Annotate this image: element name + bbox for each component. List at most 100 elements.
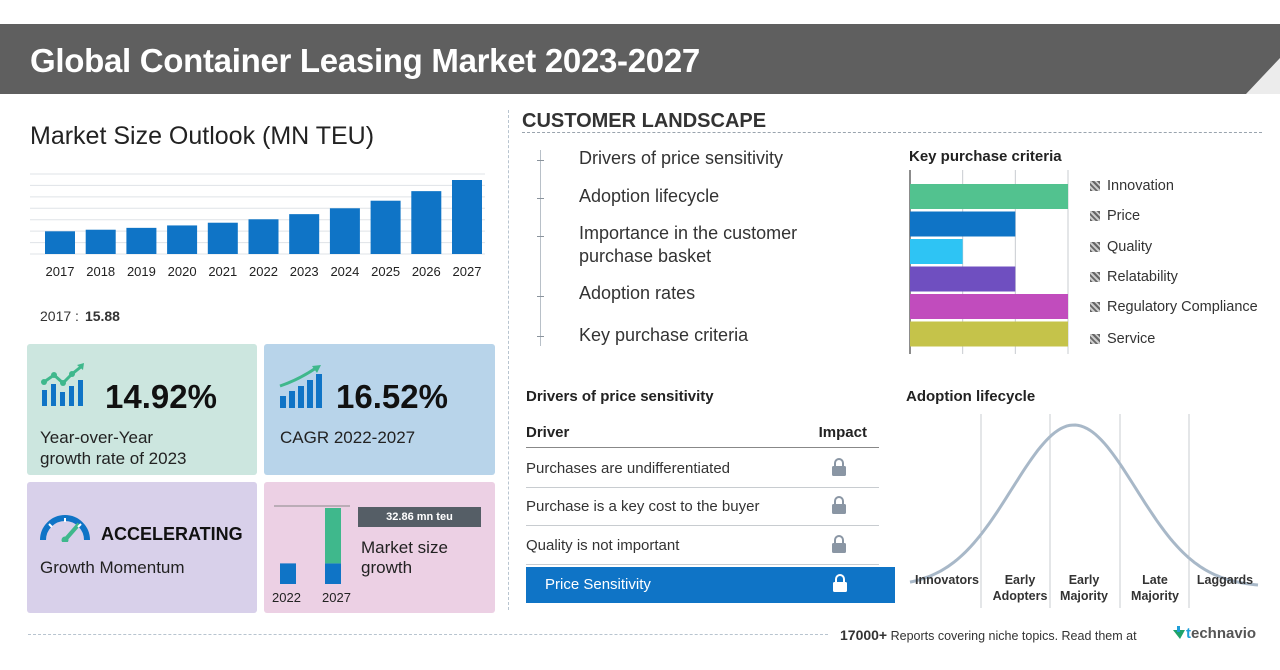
kpc-legend-item: Service (1090, 331, 1155, 347)
speedometer-icon (40, 515, 90, 542)
adoption-lifecycle-chart (909, 414, 1259, 608)
growth-label-1: Market size (361, 538, 448, 557)
tree-node (537, 236, 544, 237)
lock-icon (832, 535, 846, 553)
page-title: Global Container Leasing Market 2023-202… (30, 42, 700, 79)
legend-swatch-icon (1090, 302, 1100, 312)
momentum-label: Growth Momentum (40, 558, 185, 577)
logo-t: t (1186, 625, 1191, 642)
yoy-label-2: growth rate of 2023 (40, 449, 187, 468)
growth-year-end: 2027 (322, 590, 351, 605)
adoption-curve (909, 423, 1259, 587)
banner-corner-decoration (1246, 58, 1280, 94)
bar-2024 (329, 208, 360, 254)
stage-label: Innovators (915, 573, 979, 587)
cagr-value: 16.52% (336, 378, 448, 415)
landscape-item[interactable]: Importance in the customer (579, 223, 798, 243)
kpc-legend-item: Price (1090, 208, 1140, 224)
kpc-bar-quality (910, 239, 963, 264)
drivers-title: Drivers of price sensitivity (526, 388, 714, 405)
tree-node (537, 160, 544, 161)
growth-year-start: 2022 (272, 590, 301, 605)
kpc-legend-item: Regulatory Compliance (1090, 299, 1258, 315)
legend-swatch-icon (1090, 334, 1100, 344)
market-growth-card: 32.86 mn teu Market size growth 2022 202… (264, 482, 495, 613)
driver-column-header: Driver (526, 424, 570, 441)
lock-icon (833, 574, 847, 592)
lock-icon (832, 458, 846, 476)
landscape-item[interactable]: Key purchase criteria (579, 325, 749, 345)
kpc-bar-relatability (910, 266, 1016, 292)
kpc-legend-item: Relatability (1090, 269, 1178, 285)
market-growth-mini-chart (274, 505, 350, 584)
drivers-header-rule (526, 447, 879, 448)
drivers-table-header: Driver Impact (526, 424, 879, 448)
landscape-item[interactable]: Drivers of price sensitivity (579, 148, 784, 168)
bar-growth-icon (41, 363, 84, 406)
x-tick-label: 2023 (290, 264, 319, 279)
cagr-label: CAGR 2022-2027 (280, 428, 416, 447)
kpc-legend-item: Quality (1090, 239, 1152, 255)
tree-connector (540, 150, 541, 346)
bar-2022 (248, 219, 279, 254)
bar-2018 (85, 229, 116, 254)
logo-mark-icon (1173, 626, 1185, 639)
driver-text: Price Sensitivity (545, 576, 651, 593)
x-tick-label: 2024 (330, 264, 359, 279)
customer-landscape-title: CUSTOMER LANDSCAPE (522, 110, 767, 132)
market-size-bar-chart: 2017 2018 2019 2020 2021 2022 2023 2024 2025 2026… (30, 173, 485, 279)
landscape-item-continued[interactable]: purchase basket (579, 246, 712, 266)
technavio-logo[interactable]: technavio (1172, 625, 1256, 642)
momentum-status: ACCELERATING (101, 524, 243, 544)
footer-text: 17000+ Reports covering niche topics. Re… (840, 627, 1137, 643)
trend-up-icon (279, 365, 322, 408)
landscape-item[interactable]: Adoption lifecycle (579, 186, 720, 206)
cagr-card: 16.52% CAGR 2022-2027 (264, 344, 495, 475)
stage-label: Early Adopters (992, 573, 1048, 603)
legend-swatch-icon (1090, 181, 1100, 191)
x-tick-label: 2022 (249, 264, 278, 279)
growth-label-2: growth (361, 558, 413, 577)
momentum-card: ACCELERATING Growth Momentum (27, 482, 257, 613)
market-size-title: Market Size Outlook (MN TEU) (30, 122, 375, 150)
bar-2021 (207, 222, 238, 254)
x-tick-label: 2027 (453, 264, 482, 279)
impact-column-header: Impact (818, 424, 867, 441)
x-tick-label: 2021 (208, 264, 237, 279)
driver-text: Purchase is a key cost to the buyer (526, 498, 760, 515)
kpc-bar-price (910, 211, 1016, 237)
adoption-title: Adoption lifecycle (906, 388, 1036, 405)
x-tick-label: 2025 (371, 264, 400, 279)
bar-2027-base (325, 563, 341, 584)
kpc-legend-label: Price (1107, 208, 1141, 224)
footer-rule (28, 634, 828, 635)
section-divider (508, 110, 509, 610)
growth-increment-tag: 32.86 mn teu (358, 507, 481, 527)
customer-landscape-rule (522, 132, 1262, 133)
kpc-legend-label: Service (1107, 331, 1156, 347)
stage-label: Laggards (1196, 573, 1254, 587)
base-year-label: 2017 : 15.88 (40, 308, 120, 324)
bar-2017 (45, 231, 75, 254)
tree-node (537, 336, 544, 337)
kpc-legend-label: Relatability (1107, 269, 1178, 285)
landscape-item[interactable]: Adoption rates (579, 283, 696, 303)
base-value: 15.88 (84, 308, 120, 324)
legend-swatch-icon (1090, 242, 1100, 252)
kpc-legend-label: Innovation (1107, 178, 1174, 194)
kpc-legend-label: Regulatory Compliance (1107, 299, 1258, 315)
legend-swatch-icon (1090, 211, 1100, 221)
table-row: Purchase is a key cost to the buyer (526, 488, 879, 526)
tree-node (537, 198, 544, 199)
bar-2019 (126, 227, 157, 254)
bar-2025 (370, 200, 401, 254)
kpc-bar-innovation (910, 184, 1068, 209)
x-tick-label: 2017 (46, 264, 75, 279)
x-tick-label: 2020 (168, 264, 197, 279)
price-sensitivity-row[interactable]: Price Sensitivity (526, 567, 895, 603)
yoy-label-1: Year-over-Year (40, 428, 154, 447)
footer-count: 17000+ (840, 627, 888, 643)
legend-swatch-icon (1090, 272, 1100, 282)
kpc-legend-item: Innovation (1090, 178, 1174, 194)
kpc-legend-label: Quality (1107, 239, 1153, 255)
